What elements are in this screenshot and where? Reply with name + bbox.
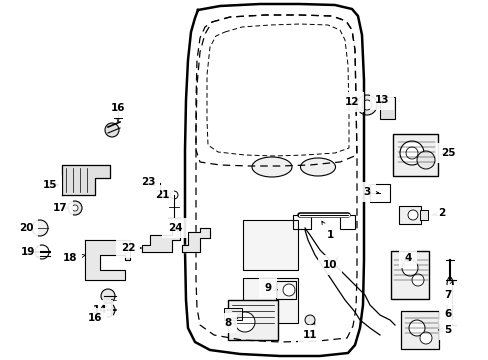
- Bar: [419, 210, 427, 220]
- Text: 6: 6: [444, 309, 451, 319]
- Text: 21: 21: [154, 190, 169, 200]
- Text: 19: 19: [21, 247, 35, 257]
- Circle shape: [68, 201, 82, 215]
- Polygon shape: [62, 165, 110, 195]
- Circle shape: [401, 260, 417, 276]
- Polygon shape: [182, 228, 209, 252]
- Bar: [275, 281, 295, 299]
- Text: 8: 8: [224, 318, 237, 328]
- Text: 16: 16: [110, 103, 125, 121]
- Bar: [224, 308, 242, 320]
- Bar: [379, 97, 394, 119]
- Text: 9: 9: [264, 283, 277, 293]
- Text: 14: 14: [93, 305, 107, 315]
- Text: 3: 3: [363, 187, 378, 197]
- Bar: [227, 300, 278, 340]
- Text: 23: 23: [141, 177, 155, 187]
- Text: 5: 5: [438, 325, 451, 335]
- Circle shape: [356, 95, 376, 115]
- Text: 2: 2: [432, 208, 445, 218]
- Bar: [339, 215, 354, 229]
- Text: 7: 7: [444, 281, 452, 300]
- Circle shape: [283, 284, 294, 296]
- Circle shape: [408, 320, 424, 336]
- Bar: [390, 251, 428, 299]
- Circle shape: [35, 245, 49, 259]
- Text: 1: 1: [321, 221, 333, 240]
- Text: 18: 18: [62, 253, 85, 263]
- Circle shape: [305, 315, 314, 325]
- Text: 11: 11: [302, 322, 317, 340]
- Bar: [369, 184, 389, 202]
- Text: 12: 12: [344, 97, 359, 107]
- Polygon shape: [142, 228, 180, 252]
- Polygon shape: [85, 240, 130, 280]
- Circle shape: [399, 141, 423, 165]
- Text: 20: 20: [19, 223, 33, 233]
- Circle shape: [405, 147, 417, 159]
- Text: 16: 16: [87, 313, 102, 323]
- Circle shape: [101, 303, 115, 317]
- Text: 17: 17: [53, 203, 68, 213]
- Ellipse shape: [300, 158, 335, 176]
- Text: 22: 22: [121, 243, 141, 253]
- Ellipse shape: [251, 157, 291, 177]
- Circle shape: [72, 205, 78, 211]
- Circle shape: [361, 100, 371, 110]
- Circle shape: [32, 220, 48, 236]
- Circle shape: [407, 210, 417, 220]
- Circle shape: [416, 151, 434, 169]
- Bar: [398, 206, 420, 224]
- Circle shape: [101, 289, 115, 303]
- Text: 25: 25: [440, 148, 454, 158]
- Text: 13: 13: [374, 95, 388, 105]
- Circle shape: [105, 123, 119, 137]
- Bar: [392, 134, 437, 176]
- Text: 24: 24: [167, 223, 182, 233]
- Bar: [242, 220, 297, 270]
- Text: 4: 4: [404, 253, 411, 263]
- Circle shape: [419, 332, 431, 344]
- Text: 15: 15: [42, 180, 58, 190]
- Bar: [400, 311, 438, 349]
- Text: 10: 10: [322, 260, 337, 270]
- Bar: [292, 215, 310, 229]
- Circle shape: [235, 312, 254, 332]
- Circle shape: [170, 191, 178, 199]
- Circle shape: [411, 274, 423, 286]
- Bar: [242, 278, 297, 323]
